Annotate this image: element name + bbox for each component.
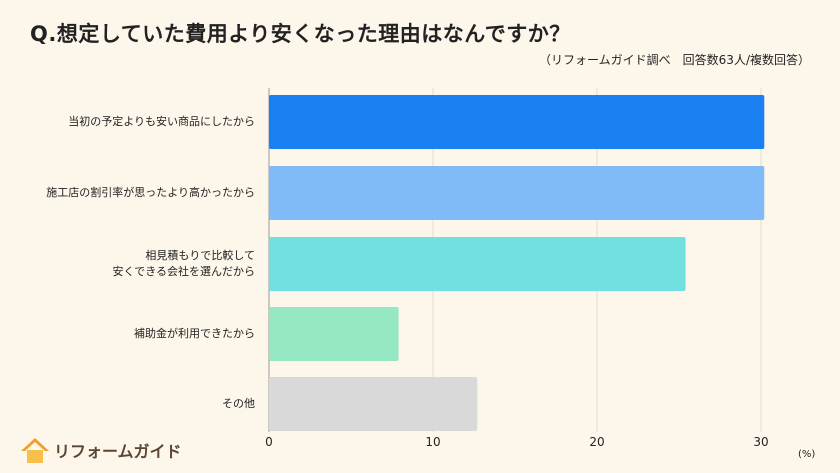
logo: リフォームガイド: [20, 436, 182, 464]
category-label: 施工店の割引率が思ったより高かったから: [46, 186, 255, 199]
logo-text: リフォームガイド: [54, 442, 182, 461]
bar: [269, 377, 478, 431]
x-tick-label: 30: [753, 435, 768, 449]
bar: [269, 166, 765, 220]
x-tick-label: 0: [265, 435, 273, 449]
category-label: 当初の予定よりも安い商品にしたから: [68, 115, 255, 128]
category-label: 補助金が利用できたから: [134, 327, 255, 340]
x-tick-label: 10: [425, 435, 440, 449]
bar: [269, 95, 765, 149]
category-label: その他: [222, 397, 255, 410]
bar: [269, 307, 399, 361]
category-label: 相見積もりで比較して 安くできる会社を選んだから: [112, 249, 255, 278]
bar: [269, 237, 686, 291]
chart-title: Q.想定していた費用より安くなった理由はなんですか？: [30, 22, 571, 46]
house-icon: [21, 438, 49, 463]
x-tick-label: 20: [589, 435, 604, 449]
x-unit-label: (%): [798, 449, 816, 460]
chart-subtitle: （リフォームガイド調べ 回答数63人/複数回答）: [539, 53, 810, 67]
